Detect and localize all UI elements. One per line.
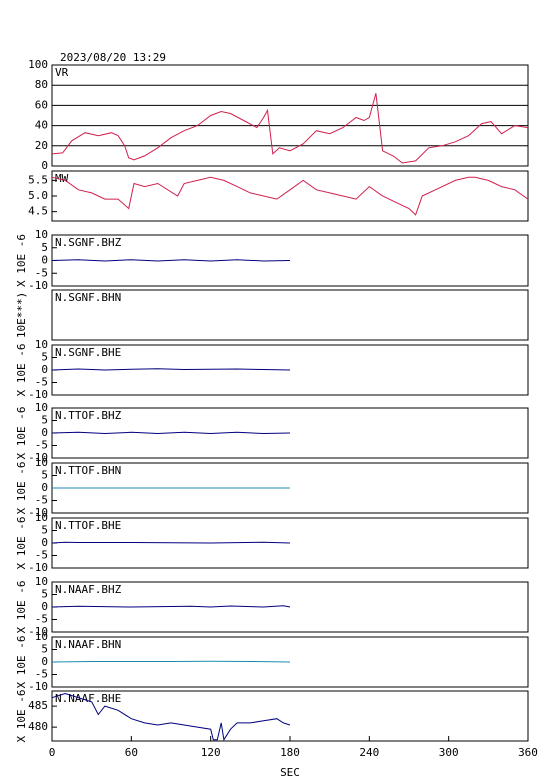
y-tick-label: 100 xyxy=(28,58,48,71)
x-tick-label: 240 xyxy=(359,746,379,759)
panel-frame xyxy=(51,289,529,341)
y-tick-label: -10 xyxy=(28,506,48,519)
y-tick-label: -5 xyxy=(35,439,48,452)
x-tick-label: 120 xyxy=(201,746,221,759)
trace xyxy=(51,541,291,544)
y-tick-label: 5 xyxy=(41,241,48,254)
panel-label: MW xyxy=(55,172,69,185)
y-tick-label: 0 xyxy=(41,481,48,494)
y-tick-label: 485 xyxy=(28,699,48,712)
panel-frame xyxy=(51,170,529,222)
panel-label: N.SGNF.BHZ xyxy=(55,236,122,249)
trace xyxy=(51,176,529,216)
y-tick-label: 10 xyxy=(35,401,48,414)
y-axis-label: 10E***) xyxy=(15,292,28,338)
y-tick-label: 10 xyxy=(35,228,48,241)
y-tick-label: 0 xyxy=(41,600,48,613)
trace xyxy=(51,660,291,663)
y-tick-label: -10 xyxy=(28,561,48,574)
x-tick-label: 360 xyxy=(518,746,538,759)
y-tick-label: 0 xyxy=(41,159,48,172)
y-tick-label: 0 xyxy=(41,426,48,439)
x-tick-label: 180 xyxy=(280,746,300,759)
y-tick-label: 10 xyxy=(35,630,48,643)
y-axis-label: X 10E -6 xyxy=(15,636,28,689)
y-axis-label: X 10E -6 xyxy=(15,462,28,515)
trace xyxy=(51,259,291,262)
y-tick-label: -5 xyxy=(35,549,48,562)
y-tick-label: 10 xyxy=(35,511,48,524)
y-tick-label: 5 xyxy=(41,524,48,537)
y-axis-label: X 10E -6 xyxy=(15,234,28,287)
y-tick-label: 20 xyxy=(35,139,48,152)
panel-frame xyxy=(51,690,529,742)
trace xyxy=(51,368,291,371)
y-tick-label: 60 xyxy=(35,98,48,111)
y-tick-label: 5.5 xyxy=(28,173,48,186)
trace xyxy=(51,431,291,435)
chart-title: 2023/08/20 13:29 xyxy=(60,51,166,64)
y-tick-label: 0 xyxy=(41,254,48,267)
y-tick-label: 0 xyxy=(41,655,48,668)
panel-label: N.TTOF.BHZ xyxy=(55,409,122,422)
y-axis-label: X 10E -6 xyxy=(15,407,28,460)
panel-label: N.NAAF.BHN xyxy=(55,638,121,651)
y-tick-label: 10 xyxy=(35,338,48,351)
panel-label: VR xyxy=(55,66,69,79)
y-tick-label: 5 xyxy=(41,588,48,601)
trace xyxy=(51,692,291,742)
y-tick-label: 0 xyxy=(41,363,48,376)
y-tick-label: 5.0 xyxy=(28,189,48,202)
y-tick-label: 5 xyxy=(41,469,48,482)
panel-label: N.TTOF.BHE xyxy=(55,519,121,532)
x-axis-label: SEC xyxy=(280,766,300,779)
x-tick-label: 300 xyxy=(439,746,459,759)
y-axis-label: X 10E -6 xyxy=(15,690,28,743)
y-tick-label: 0 xyxy=(41,536,48,549)
y-tick-label: 5 xyxy=(41,351,48,364)
trace xyxy=(51,93,529,164)
panel-label: N.NAAF.BHZ xyxy=(55,583,122,596)
y-tick-label: 480 xyxy=(28,720,48,733)
x-tick-label: 0 xyxy=(49,746,56,759)
y-tick-label: -5 xyxy=(35,266,48,279)
y-tick-label: -5 xyxy=(35,494,48,507)
trace xyxy=(51,605,291,608)
y-tick-label: -10 xyxy=(28,388,48,401)
y-tick-label: 5 xyxy=(41,643,48,656)
x-tick-label: 60 xyxy=(125,746,138,759)
panel-label: N.SGNF.BHE xyxy=(55,346,121,359)
y-axis-label: X 10E -6 xyxy=(15,581,28,634)
y-tick-label: 10 xyxy=(35,575,48,588)
panel-label: N.SGNF.BHN xyxy=(55,291,121,304)
y-tick-label: -10 xyxy=(28,279,48,292)
y-tick-label: 80 xyxy=(35,78,48,91)
y-tick-label: 40 xyxy=(35,119,48,132)
y-tick-label: -10 xyxy=(28,625,48,638)
y-tick-label: -10 xyxy=(28,451,48,464)
y-axis-label: X 10E -6 xyxy=(15,517,28,570)
y-tick-label: 10 xyxy=(35,456,48,469)
panel-label: N.TTOF.BHN xyxy=(55,464,121,477)
y-tick-label: 4.5 xyxy=(28,205,48,218)
y-tick-label: 5 xyxy=(41,414,48,427)
y-tick-label: -5 xyxy=(35,613,48,626)
y-tick-label: -10 xyxy=(28,680,48,693)
y-axis-label: X 10E -6 xyxy=(15,344,28,397)
y-tick-label: -5 xyxy=(35,668,48,681)
y-tick-label: -5 xyxy=(35,376,48,389)
